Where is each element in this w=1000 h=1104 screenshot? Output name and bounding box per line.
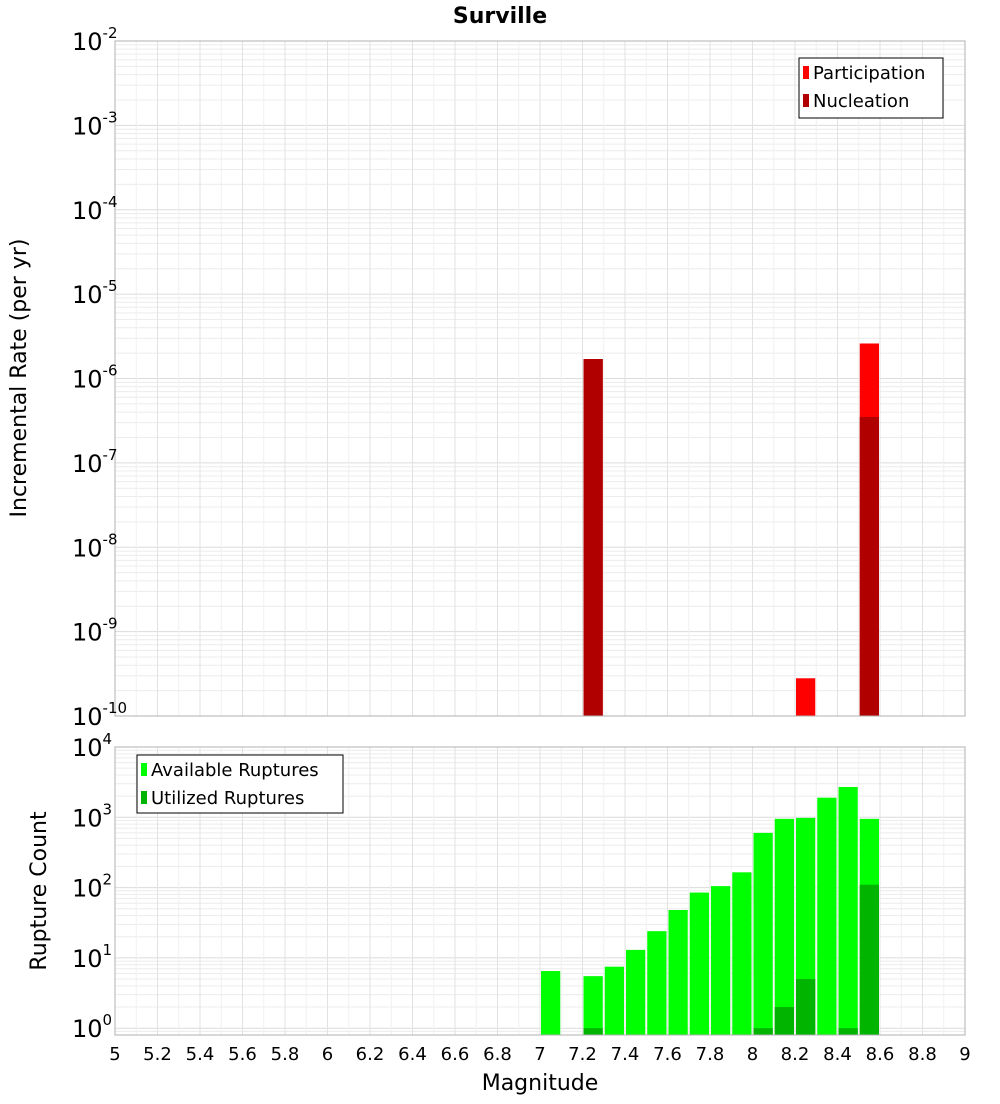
bottom-bar-available-ruptures — [689, 892, 709, 1035]
x-tick-label: 8.2 — [781, 1044, 810, 1065]
top-y-tick-label: 10-4 — [72, 193, 118, 225]
bottom-bar-utilized-ruptures — [583, 1028, 603, 1035]
legend-label-available-ruptures: Available Ruptures — [151, 760, 319, 781]
bottom-bar-available-ruptures — [541, 971, 561, 1035]
bottom-y-tick-label: 104 — [72, 730, 112, 762]
bottom-bar-available-ruptures — [838, 786, 858, 1035]
bottom-y-tick-label: 103 — [72, 800, 112, 832]
top-y-tick-label: 10-10 — [72, 699, 127, 731]
bottom-bar-available-ruptures — [711, 886, 731, 1035]
x-tick-label: 8.6 — [866, 1044, 895, 1065]
bottom-bar-utilized-ruptures — [859, 884, 879, 1035]
bottom-bar-available-ruptures — [583, 976, 603, 1035]
bottom-y-tick-label: 101 — [72, 941, 112, 973]
bottom-y-tick-label: 102 — [72, 871, 112, 903]
top-y-tick-label: 10-8 — [72, 530, 118, 562]
top-y-tick-label: 10-2 — [72, 24, 118, 56]
x-tick-label: 7.4 — [611, 1044, 640, 1065]
legend-label-utilized-ruptures: Utilized Ruptures — [151, 788, 304, 809]
x-tick-label: 7.6 — [653, 1044, 682, 1065]
x-tick-label: 8.4 — [823, 1044, 852, 1065]
top-legend: Participation Nucleation — [798, 57, 944, 119]
x-tick-label: 5.4 — [186, 1044, 215, 1065]
top-y-tick-label: 10-3 — [72, 108, 118, 140]
legend-swatch-utilized-ruptures — [141, 791, 147, 804]
x-tick-labels: 5 5.2 5.4 5.6 5.8 6 6.2 6.4 6.6 6.8 7 7.2 7.4 7.6 7.8 8… — [109, 1044, 970, 1065]
bottom-bar-available-ruptures — [732, 872, 752, 1035]
bottom-bar-available-ruptures — [668, 910, 688, 1035]
bottom-bar-utilized-ruptures — [838, 1028, 858, 1035]
legend-swatch-nucleation — [803, 94, 809, 107]
x-tick-label: 5.2 — [143, 1044, 172, 1065]
x-tick-label: 5 — [109, 1044, 120, 1065]
top-y-tick-label: 10-7 — [72, 446, 118, 478]
bottom-y-axis-title: Rupture Count — [27, 811, 52, 971]
top-plot-grid — [114, 40, 966, 717]
x-tick-label: 5.8 — [271, 1044, 300, 1065]
x-tick-label: 8 — [747, 1044, 758, 1065]
bottom-bar-utilized-ruptures — [753, 1028, 773, 1035]
top-legend-box — [798, 57, 944, 119]
top-y-tick-label: 10-5 — [72, 277, 118, 309]
top-plot-frame — [114, 40, 966, 717]
legend-swatch-participation — [803, 66, 809, 79]
top-bar-participation — [796, 678, 816, 716]
bottom-bar-available-ruptures — [753, 832, 773, 1035]
x-tick-label: 6 — [322, 1044, 333, 1065]
x-tick-label: 6.8 — [483, 1044, 512, 1065]
x-tick-label: 6.2 — [356, 1044, 385, 1065]
top-y-tick-labels: 10-2 10-3 10-4 10-5 10-6 10-7 10-8 10-9 10-10 — [72, 24, 127, 731]
top-bar-nucleation — [859, 416, 879, 716]
legend-label-nucleation: Nucleation — [813, 91, 909, 112]
top-bar-nucleation — [583, 359, 603, 716]
legend-label-participation: Participation — [813, 63, 925, 84]
bottom-bar-utilized-ruptures — [796, 979, 816, 1035]
x-axis-title: Magnitude — [482, 1071, 599, 1096]
top-plot-bars — [583, 343, 879, 716]
legend-swatch-available-ruptures — [141, 763, 147, 776]
bottom-plot-bars — [541, 786, 879, 1035]
x-tick-label: 8.8 — [908, 1044, 937, 1065]
bottom-legend: Available Ruptures Utilized Ruptures — [136, 754, 344, 814]
bottom-y-tick-labels: 104 103 102 101 100 — [72, 730, 112, 1043]
x-tick-label: 6.4 — [398, 1044, 427, 1065]
x-tick-label: 7 — [534, 1044, 545, 1065]
x-tick-label: 9 — [959, 1044, 970, 1065]
x-tick-label: 7.8 — [696, 1044, 725, 1065]
bottom-bar-available-ruptures — [774, 818, 794, 1035]
top-y-tick-label: 10-6 — [72, 362, 118, 394]
bottom-bar-available-ruptures — [626, 949, 646, 1035]
bottom-bar-utilized-ruptures — [774, 1007, 794, 1035]
bottom-plot-frame — [114, 746, 966, 1036]
x-tick-label: 5.6 — [228, 1044, 257, 1065]
x-tick-label: 7.2 — [568, 1044, 597, 1065]
bottom-bar-available-ruptures — [604, 966, 624, 1035]
bottom-y-tick-label: 100 — [72, 1011, 112, 1043]
bottom-bar-available-ruptures — [647, 931, 667, 1035]
bottom-legend-box — [136, 754, 344, 814]
chart-title: Surville — [453, 4, 547, 29]
bottom-bar-available-ruptures — [817, 797, 837, 1035]
top-y-axis-title: Incremental Rate (per yr) — [7, 239, 32, 518]
top-y-tick-label: 10-9 — [72, 615, 118, 647]
x-tick-label: 6.6 — [441, 1044, 470, 1065]
